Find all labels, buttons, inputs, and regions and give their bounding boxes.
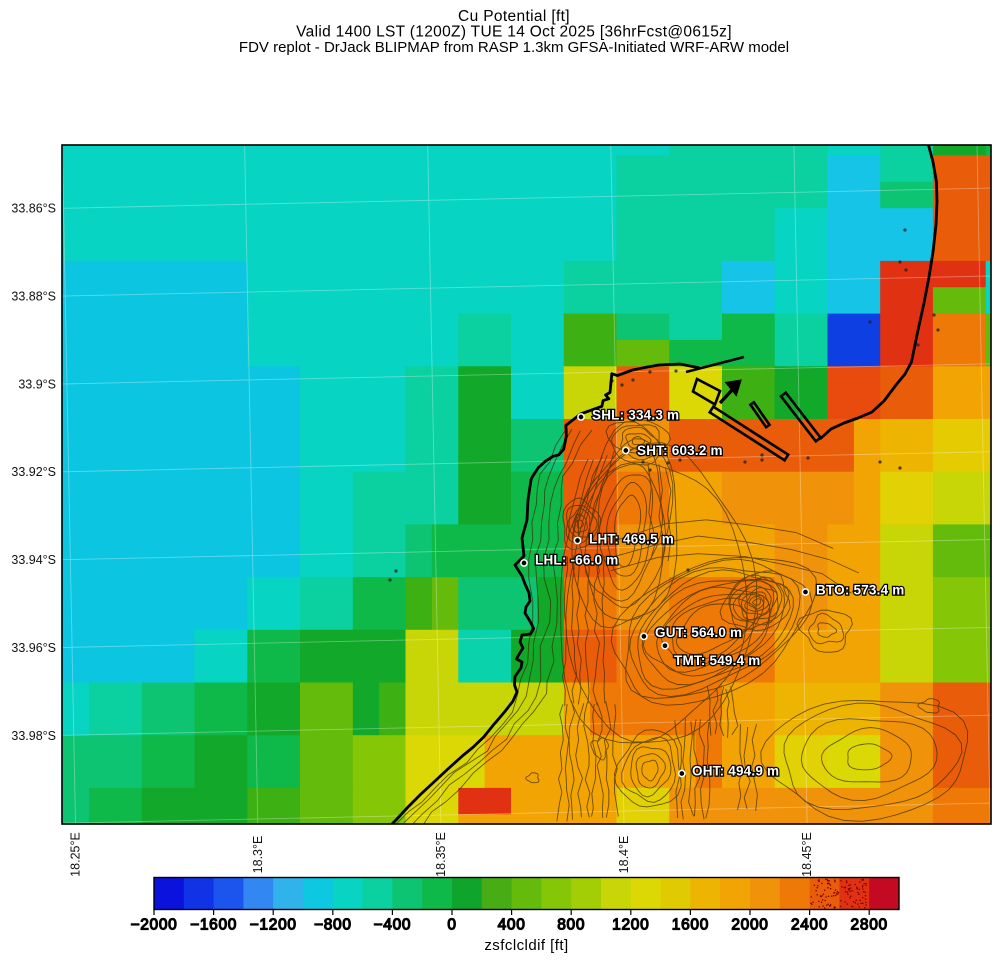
svg-text:18.35°E: 18.35°E: [434, 832, 448, 877]
svg-text:33.98°S: 33.98°S: [11, 729, 56, 743]
svg-text:−400: −400: [374, 917, 412, 934]
svg-text:LHL: -66.0 m: LHL: -66.0 m: [535, 553, 618, 568]
svg-text:0: 0: [447, 917, 456, 934]
svg-text:FDV replot - DrJack BLIPMAP fr: FDV replot - DrJack BLIPMAP from RASP 1.…: [239, 39, 789, 56]
svg-text:SHL: 334.3 m: SHL: 334.3 m: [592, 408, 679, 423]
svg-text:800: 800: [557, 917, 585, 934]
svg-text:33.88°S: 33.88°S: [11, 290, 56, 304]
svg-text:Cu Potential [ft]: Cu Potential [ft]: [458, 8, 570, 25]
svg-text:LHT: 469.5 m: LHT: 469.5 m: [589, 532, 674, 547]
svg-text:33.92°S: 33.92°S: [11, 465, 56, 479]
svg-text:33.94°S: 33.94°S: [11, 553, 56, 567]
svg-text:SHT: 603.2 m: SHT: 603.2 m: [637, 443, 723, 458]
svg-text:GUT: 564.0 m: GUT: 564.0 m: [655, 625, 742, 640]
svg-text:2000: 2000: [731, 917, 768, 934]
svg-text:33.86°S: 33.86°S: [11, 202, 56, 216]
svg-text:Valid 1400 LST (1200Z) TUE 14: Valid 1400 LST (1200Z) TUE 14 Oct 2025 […: [296, 23, 732, 40]
svg-text:OHT: 494.9 m: OHT: 494.9 m: [692, 764, 779, 779]
svg-text:33.96°S: 33.96°S: [11, 641, 56, 655]
svg-text:1200: 1200: [612, 917, 649, 934]
svg-text:BTO: 573.4 m: BTO: 573.4 m: [816, 583, 904, 598]
svg-text:18.45°E: 18.45°E: [800, 832, 814, 877]
svg-text:−800: −800: [314, 917, 352, 934]
svg-text:400: 400: [498, 917, 526, 934]
svg-text:18.25°E: 18.25°E: [69, 832, 83, 877]
svg-text:18.3°E: 18.3°E: [251, 836, 265, 874]
svg-text:18.4°E: 18.4°E: [617, 836, 631, 874]
svg-text:zsfclcldif [ft]: zsfclcldif [ft]: [484, 937, 568, 954]
svg-text:−1200: −1200: [250, 917, 297, 934]
svg-text:−1600: −1600: [190, 917, 237, 934]
svg-text:−2000: −2000: [130, 917, 177, 934]
svg-text:33.9°S: 33.9°S: [18, 377, 56, 391]
svg-text:TMT: 549.4 m: TMT: 549.4 m: [674, 653, 760, 668]
svg-text:2400: 2400: [791, 917, 828, 934]
svg-text:2800: 2800: [851, 917, 888, 934]
svg-text:1600: 1600: [672, 917, 709, 934]
